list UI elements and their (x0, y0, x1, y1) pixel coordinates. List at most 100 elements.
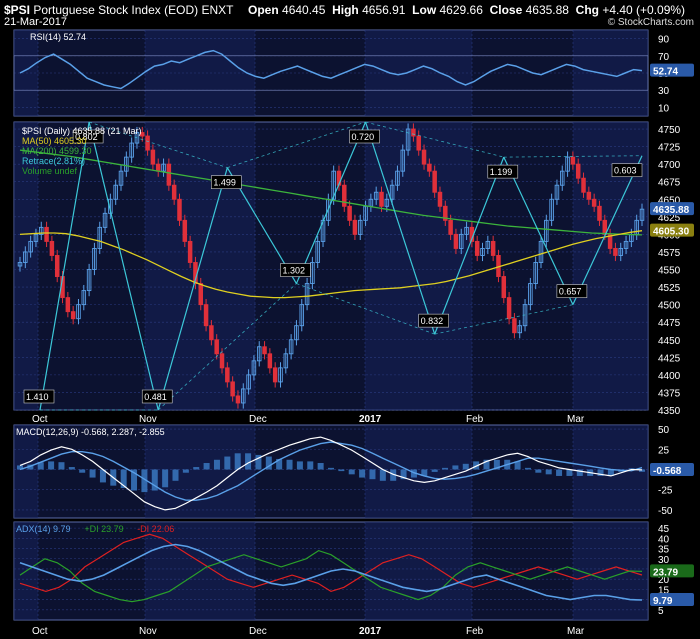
adx-legend-item: ADX(14) 9.79 (16, 524, 71, 534)
macd-histogram-bar (338, 469, 345, 472)
price-legend-item: Volume undef (22, 166, 78, 176)
price-candle-body (480, 247, 485, 256)
price-candle-body (235, 395, 241, 404)
retrace-label-bg (349, 129, 380, 144)
price-candle-body (294, 325, 299, 341)
macd-histogram-bar (58, 462, 65, 470)
price-candle-body (432, 170, 437, 193)
macd-histogram-bar (141, 469, 148, 493)
chart-title: $PSI Portuguese Stock Index (EOD) ENXT (4, 3, 233, 17)
price-x-tick-label: Dec (249, 414, 267, 425)
macd-histogram-bar (89, 469, 96, 478)
retrace-segment (572, 155, 643, 305)
price-candle-body (209, 325, 214, 341)
macd-histogram-bar (151, 469, 158, 491)
retrace-label: 0.481 (144, 392, 167, 402)
price-candle-body (437, 191, 443, 207)
minus-di-line (19, 533, 643, 593)
price-legend-item: Retrace(2.81%) (22, 156, 85, 166)
price-y-tick-label: 4550 (658, 266, 681, 277)
price-candle-body (278, 367, 283, 383)
adx-x-tick-label: Mar (567, 626, 585, 637)
price-candle-body (49, 240, 55, 256)
price-candle-body (225, 367, 230, 383)
macd-histogram-bar (524, 467, 531, 470)
price-y-tick-label: 4425 (658, 353, 681, 364)
close-label: Close (489, 3, 523, 17)
ma200-line (19, 149, 643, 236)
macd-histogram-bar (37, 462, 44, 470)
price-candle-body (86, 269, 92, 292)
price-candle-body (171, 184, 177, 200)
price-candle-body (304, 283, 310, 306)
price-candle-body (591, 198, 597, 207)
macd-histogram-bar (410, 469, 417, 478)
price-y-tick-label: 4575 (658, 248, 681, 259)
price-candle-body (421, 149, 427, 165)
price-candle-body (384, 198, 390, 207)
macd-histogram-bar (131, 469, 138, 491)
retrace-segment (88, 121, 159, 411)
macd-histogram-bar (317, 463, 324, 470)
price-candle-body (219, 353, 225, 369)
price-candle-body (411, 128, 416, 137)
macd-histogram-bar (493, 459, 500, 470)
adx-y-tick-label: 45 (658, 524, 670, 535)
adx-y-tick-label: 30 (658, 555, 670, 566)
macd-histogram-bar (400, 469, 407, 480)
rsi-y-tick-label: 90 (658, 35, 670, 46)
macd-last-value: -0.568 (653, 466, 682, 477)
macd-histogram-bar (182, 469, 189, 473)
price-candle-body (251, 360, 257, 376)
price-candle-body (166, 163, 172, 186)
price-x-tick-label: Oct (32, 414, 48, 425)
retrace-segment (434, 156, 505, 335)
price-candle-body (161, 163, 166, 172)
retrace-label-bg (418, 313, 449, 328)
price-candle-body (453, 233, 459, 249)
retrace-ratio-line (296, 283, 435, 335)
price-candle-body (182, 219, 188, 242)
price-candle-body (17, 262, 23, 267)
price-candle-body (272, 367, 278, 383)
macd-legend: MACD(12,26,9) -0.568, 2.287, -2.855 (16, 427, 165, 437)
macd-month-band (14, 425, 38, 518)
price-candle-body (177, 198, 182, 221)
adx-tag-bg (650, 593, 694, 607)
index-name-label: Portuguese Stock Index (EOD) (33, 3, 199, 17)
retrace-segment (364, 121, 436, 335)
retrace-ratio-line (157, 283, 297, 411)
adx-line (19, 543, 643, 601)
retrace-label: 0.802 (75, 132, 98, 142)
retrace-label: 0.657 (559, 287, 582, 297)
retrace-label-bg (611, 163, 643, 178)
macd-histogram-bar (99, 469, 106, 483)
retrace-segment (295, 121, 367, 284)
macd-histogram-bar (162, 469, 169, 488)
retrace-label: 0.832 (421, 316, 444, 326)
price-candle-body (288, 339, 294, 355)
price-candle-body (575, 163, 581, 179)
adx-legend-item: +DI 23.79 (84, 524, 123, 534)
price-candle-body (113, 184, 118, 200)
price-candle-body (544, 219, 549, 242)
price-candle-body (570, 156, 576, 165)
price-y-tick-label: 4725 (658, 143, 681, 154)
macd-histogram-bar (234, 453, 241, 470)
macd-last-value-bg (650, 462, 694, 476)
macd-histogram-bar (545, 469, 552, 475)
price-last-close: 4635.88 (653, 205, 690, 216)
price-candle-body (70, 311, 76, 320)
adx-y-tick-label: 35 (658, 545, 670, 556)
rsi-y-tick-label: 70 (658, 52, 670, 63)
price-candle-body (129, 142, 134, 158)
price-candle-body (458, 233, 464, 249)
price-candle-body (448, 219, 453, 235)
price-y-tick-label: 4375 (658, 388, 681, 399)
macd-histogram-bar (193, 467, 200, 470)
macd-panel-frame (13, 424, 649, 519)
macd-histogram-bar (172, 469, 179, 481)
price-panel-frame (13, 121, 649, 411)
price-candle-body (416, 135, 421, 151)
